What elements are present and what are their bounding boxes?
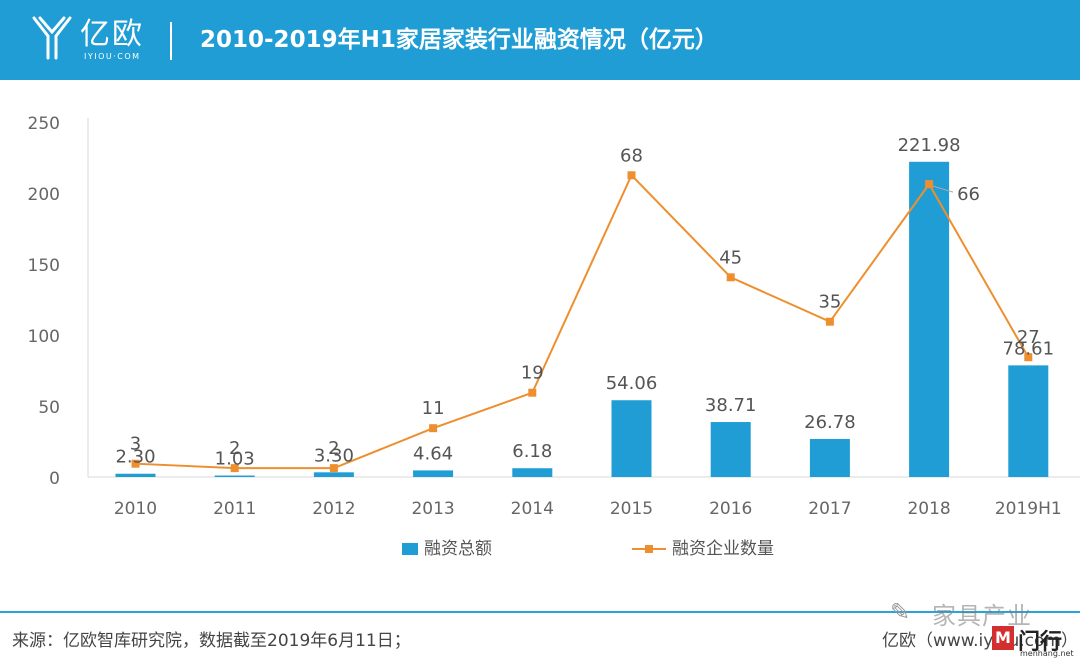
line-data-label: 68 <box>620 145 643 166</box>
bar-layer <box>115 161 1049 477</box>
x-tick-label: 2014 <box>511 499 554 519</box>
bar-2014 <box>512 468 553 477</box>
bar-2016 <box>710 422 751 477</box>
x-tick-label: 2018 <box>907 499 950 519</box>
iyiou-logo: 亿欧 IYIOU·COM <box>30 14 180 66</box>
bar-data-label: 2.30 <box>115 447 155 468</box>
y-tick-label: 0 <box>49 469 60 489</box>
bar-data-label: 221.98 <box>898 135 961 156</box>
bar-data-label: 3.30 <box>314 445 354 466</box>
line-marker-2012 <box>329 464 338 473</box>
bar-data-label: 38.71 <box>705 395 757 416</box>
menhang-logo-icon: M <box>992 626 1014 650</box>
line-marker-2015 <box>627 171 636 180</box>
page-title: 2010-2019年H1家居家装行业融资情况（亿元） <box>200 27 718 53</box>
label-layer: 2.30 1.03 3.30 4.64 6.18 54.06 38.71 26.78 221.9… <box>115 135 1054 470</box>
line-marker-2018 <box>925 180 934 189</box>
legend-swatch-line <box>632 543 666 555</box>
bar-data-label: 78.61 <box>1003 338 1055 359</box>
axis-layer: 0 50 100 150 200 250 2010 2011 2012 2013 2014 2015 2… <box>28 114 1080 519</box>
line-marker-2011 <box>230 464 239 473</box>
x-tick-label: 2016 <box>709 499 752 519</box>
line-marker-2014 <box>528 388 537 397</box>
bar-data-label: 6.18 <box>512 441 552 462</box>
bar-2019H1 <box>1008 365 1049 477</box>
watermark: ✎ 家具产业 M 门行 menhang.net <box>880 596 1076 662</box>
line-marker-2016 <box>726 273 735 282</box>
bar-data-label: 26.78 <box>804 412 856 433</box>
y-tick-label: 100 <box>28 327 60 347</box>
y-tick-label: 50 <box>38 398 60 418</box>
line-marker-2017 <box>825 317 834 326</box>
label-leader-line <box>932 185 954 193</box>
footer-divider <box>0 611 1080 613</box>
line-data-label: 19 <box>521 363 544 384</box>
line-data-label: 11 <box>422 398 445 419</box>
line-data-label: 35 <box>818 292 841 313</box>
legend-swatch-bar <box>402 543 418 555</box>
bar-2013 <box>413 470 454 477</box>
x-tick-label: 2011 <box>213 499 256 519</box>
x-tick-label: 2010 <box>114 499 157 519</box>
chat-bubble-icon: ✎ <box>890 598 911 626</box>
x-tick-label: 2012 <box>312 499 355 519</box>
logo-domain: IYIOU·COM <box>84 52 141 61</box>
footer-source: 来源：亿欧智库研究院，数据截至2019年6月11日； <box>12 631 411 651</box>
line-layer <box>131 171 1033 473</box>
x-tick-label: 2019H1 <box>995 499 1062 519</box>
bar-data-label: 54.06 <box>606 373 658 394</box>
header-banner: 亿欧 IYIOU·COM 2010-2019年H1家居家装行业融资情况（亿元） <box>0 0 1080 80</box>
line-data-label: 3 <box>130 434 141 455</box>
line-marker-2019H1 <box>1024 353 1033 362</box>
combo-chart: 0 50 100 150 200 250 2010 2011 2012 2013 2014 2015 2… <box>28 114 1080 519</box>
line-marker-2013 <box>429 424 438 433</box>
line-data-label: 45 <box>719 247 742 268</box>
bar-2011 <box>214 475 255 477</box>
line-data-label: 2 <box>328 438 339 459</box>
series-line-count <box>135 173 1030 470</box>
bar-2017 <box>809 438 850 477</box>
watermark-domain: menhang.net <box>1020 649 1074 658</box>
line-marker-2010 <box>131 459 140 468</box>
legend-count: 融资企业数量 <box>632 534 774 559</box>
line-data-label: 66 <box>957 184 980 205</box>
watermark-logo-text: 门行 <box>1018 630 1063 655</box>
footer-brand: 亿欧（www.iyiou.com） <box>882 631 1078 651</box>
bar-2015 <box>611 400 652 477</box>
bar-2010 <box>115 473 156 477</box>
y-tick-label: 200 <box>28 185 60 205</box>
watermark-text: 家具产业 <box>932 602 1032 630</box>
bar-data-label: 1.03 <box>215 449 255 470</box>
line-data-label: 2 <box>229 438 240 459</box>
x-tick-label: 2017 <box>808 499 851 519</box>
x-tick-label: 2013 <box>411 499 454 519</box>
x-tick-label: 2015 <box>610 499 653 519</box>
bar-2012 <box>313 472 354 477</box>
bar-data-label: 4.64 <box>413 443 453 464</box>
logo-name: 亿欧 <box>80 17 144 52</box>
iyiou-logo-icon <box>32 16 72 60</box>
bar-2018 <box>909 161 950 477</box>
y-tick-label: 250 <box>28 114 60 134</box>
legend-label-count: 融资企业数量 <box>672 539 774 559</box>
header-divider <box>170 22 172 60</box>
legend-label-total: 融资总额 <box>424 539 492 559</box>
y-tick-label: 150 <box>28 256 60 276</box>
legend-total: 融资总额 <box>402 534 492 559</box>
line-data-label: 27 <box>1017 327 1040 348</box>
